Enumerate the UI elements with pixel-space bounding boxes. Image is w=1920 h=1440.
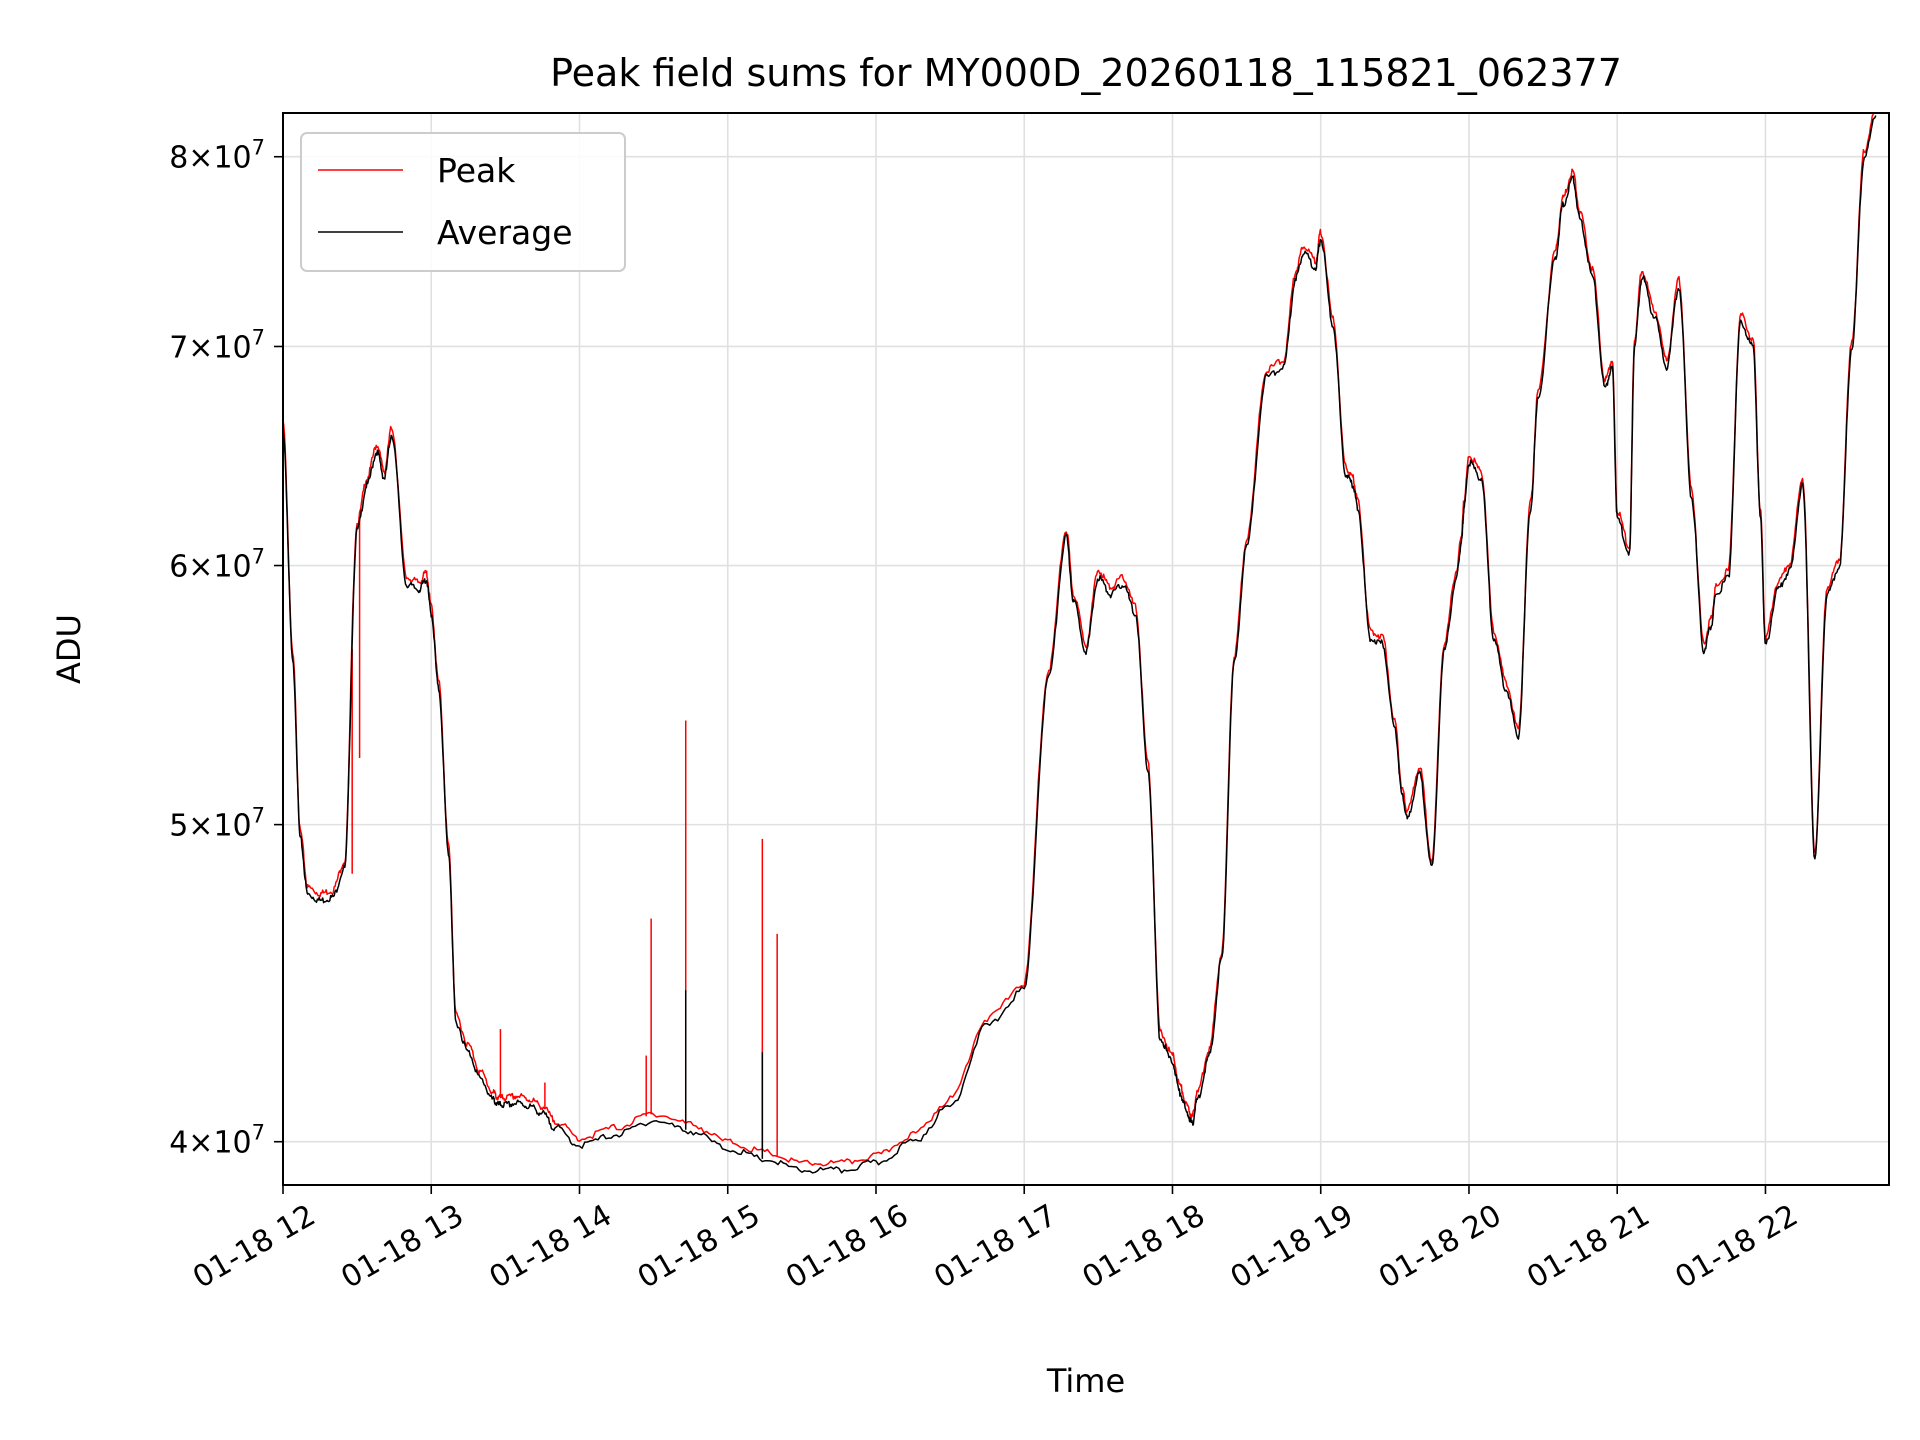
x-axis-label: Time — [1046, 1362, 1125, 1400]
legend: Peak Average — [300, 132, 626, 272]
chart-title: Peak field sums for MY000D_20260118_1158… — [550, 51, 1622, 95]
y-tick-label: 7×107 — [169, 325, 265, 365]
legend-label-average: Average — [437, 213, 573, 252]
series-layer — [283, 113, 1877, 1174]
legend-label-peak: Peak — [437, 151, 516, 190]
series-line-peak — [283, 113, 1875, 1167]
y-tick-label: 8×107 — [169, 136, 265, 176]
y-axis-label: ADU — [50, 614, 88, 684]
plot-frame — [282, 112, 1890, 1186]
y-tick-label: 4×107 — [169, 1121, 265, 1161]
y-tick-label: 6×107 — [169, 545, 265, 585]
y-tick-label: 5×107 — [169, 804, 265, 844]
legend-box — [300, 132, 626, 272]
series-group — [283, 113, 1877, 1174]
series-line-average — [283, 115, 1877, 1174]
